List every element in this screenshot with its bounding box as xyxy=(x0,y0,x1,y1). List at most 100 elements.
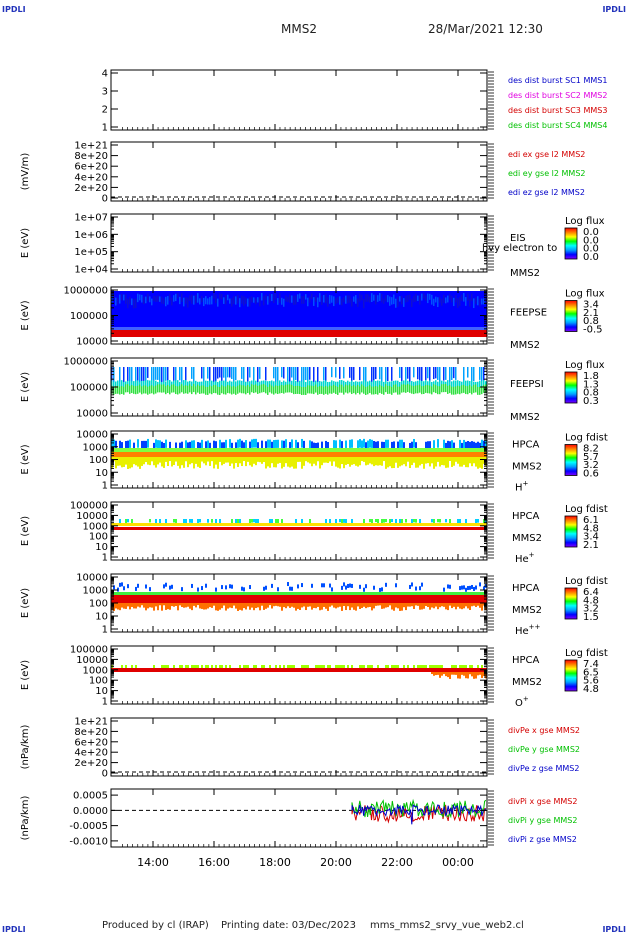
feepsi-green xyxy=(309,385,311,394)
feepsi-green xyxy=(327,386,329,395)
hpca-h-green xyxy=(241,448,243,452)
hpca-hepp-red xyxy=(427,595,429,603)
hpca-h-orange xyxy=(129,452,131,457)
hpca_h-ytick-label: 10000 xyxy=(76,430,108,441)
feepsi-green xyxy=(169,386,171,395)
hpca-h-green xyxy=(453,448,455,452)
hpca-h-upper xyxy=(321,441,323,449)
hpca-he-yellow xyxy=(177,523,179,526)
hpca-h-upper xyxy=(343,438,345,448)
hpca-he-yellow xyxy=(457,523,459,526)
hpca-he-yellow xyxy=(227,523,229,526)
hpca-o-red xyxy=(427,668,429,672)
hpca-he-yellow xyxy=(141,523,143,526)
hpca-he-red xyxy=(431,527,433,530)
hpca-he-yellow xyxy=(407,523,409,526)
hpca-hepp-red xyxy=(387,595,389,603)
hpca-h-orange xyxy=(249,452,251,457)
hpca-he-upper xyxy=(449,519,451,525)
hpca-hepp-upper xyxy=(287,582,289,587)
hpca_hepp-content xyxy=(111,582,487,611)
feepsi-upper xyxy=(171,367,173,382)
feepse-texture xyxy=(115,297,117,306)
hpca-he-yellow xyxy=(471,523,473,526)
hpca-h-yellow xyxy=(377,457,379,466)
hpca-he-yellow xyxy=(151,523,153,526)
hpca-hepp-red xyxy=(123,595,125,603)
feepse-texture xyxy=(441,298,443,306)
hpca-hepp-orange xyxy=(415,603,417,606)
hpca-h-green xyxy=(179,448,181,452)
hpca-o-red xyxy=(243,668,245,672)
hpca-he-yellow xyxy=(313,523,315,526)
hpca-h-yellow xyxy=(373,457,375,467)
hpca_h-side-label: HPCA xyxy=(512,440,540,451)
hpca-he-yellow xyxy=(201,523,203,526)
hpca-h-green xyxy=(141,448,143,452)
hpca-hepp-upper xyxy=(263,586,265,591)
feepsi-upper xyxy=(281,367,283,378)
hpca-hepp-orange xyxy=(435,603,437,607)
hpca-h-green xyxy=(343,448,345,452)
feepsi-green xyxy=(361,384,363,393)
feepsi-upper xyxy=(429,367,431,381)
hpca-h-green xyxy=(253,448,255,452)
feepsi-green xyxy=(419,384,421,393)
hpca-he-yellow xyxy=(297,523,299,526)
hpca_h-ytick-label: 1 xyxy=(102,481,108,492)
hpca-he-yellow xyxy=(475,523,477,526)
hpca-he-red xyxy=(443,527,445,530)
hpca-h-green xyxy=(211,448,213,452)
hpca-h-orange xyxy=(393,452,395,457)
hpca-h-yellow xyxy=(241,457,243,467)
feepsi-green xyxy=(307,385,309,394)
feepsi-upper xyxy=(219,367,221,378)
hpca-he-upper xyxy=(231,519,233,524)
hpca-he-yellow xyxy=(261,523,263,526)
feepse-texture xyxy=(147,293,149,302)
hpca-h-yellow xyxy=(299,457,301,462)
hpca-h-green xyxy=(423,448,425,452)
hpca-he-yellow xyxy=(119,523,121,526)
hpca-h-green xyxy=(235,448,237,452)
hpca-h-yellow xyxy=(205,457,207,466)
hpca-he-red xyxy=(263,527,265,530)
hpca-h-orange xyxy=(197,452,199,457)
hpca-h-upper xyxy=(293,437,295,448)
hpca-h-orange xyxy=(357,452,359,457)
hpca-h-yellow xyxy=(425,457,427,464)
hpca-hepp-upper xyxy=(163,584,165,589)
hpca-he-yellow xyxy=(299,523,301,526)
hpca-he-upper xyxy=(295,519,297,525)
hpca-hepp-green xyxy=(425,592,427,595)
hpca-h-yellow xyxy=(223,457,225,464)
hpca-h-green xyxy=(271,448,273,452)
hpca-o-red xyxy=(181,668,183,672)
hpca-hepp-green xyxy=(431,592,433,595)
hpca-o-green xyxy=(193,665,195,668)
hpca-o-green xyxy=(229,665,231,668)
hpca-h-green xyxy=(403,448,405,452)
feepse-texture xyxy=(399,296,401,302)
hpca-he-red xyxy=(163,527,165,530)
feepse-texture xyxy=(303,295,305,304)
hpca-h-upper xyxy=(233,438,235,448)
hpca-hepp-red xyxy=(129,595,131,603)
hpca-o-green xyxy=(481,665,483,668)
hpca_he-colorbar-tick: 3.4 xyxy=(583,532,599,543)
hpca-h-orange xyxy=(259,452,261,457)
hpca-h-yellow xyxy=(149,457,151,466)
feepsi-cyan xyxy=(425,380,427,389)
hpca-he-yellow xyxy=(365,523,367,526)
hpca-hepp-green xyxy=(305,592,307,595)
feepse-texture xyxy=(251,296,253,303)
hpca-h-upper xyxy=(159,440,161,449)
hpca-hepp-red xyxy=(445,595,447,603)
hpca-hepp-orange xyxy=(157,603,159,611)
feepsi-cyan xyxy=(421,380,423,389)
hpca-h-orange xyxy=(255,452,257,457)
feepsi-green xyxy=(127,384,129,393)
hpca-h-upper xyxy=(261,440,263,449)
hpca-h-green xyxy=(379,448,381,452)
hpca-he-upper xyxy=(301,519,303,525)
